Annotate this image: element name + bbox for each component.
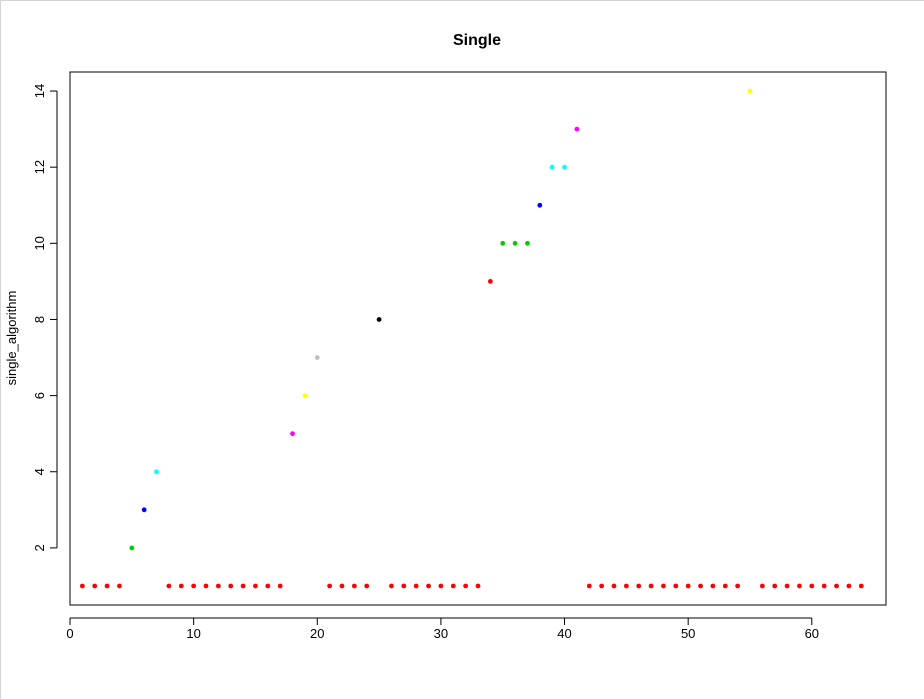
- data-point: [747, 88, 753, 94]
- y-tick-label: 12: [32, 160, 47, 174]
- data-point: [141, 507, 147, 513]
- data-point: [438, 583, 444, 589]
- data-point: [475, 583, 481, 589]
- y-axis-title: single_algorithm: [4, 291, 19, 386]
- data-point: [351, 583, 357, 589]
- x-tick-label: 10: [186, 626, 200, 641]
- x-tick-label: 0: [66, 626, 73, 641]
- x-tick-label: 60: [805, 626, 819, 641]
- data-point: [772, 583, 778, 589]
- data-point: [290, 431, 295, 437]
- data-point: [487, 278, 493, 284]
- data-point: [611, 583, 617, 589]
- data-point: [858, 583, 864, 589]
- data-point: [784, 583, 790, 589]
- data-point: [599, 583, 605, 589]
- data-point: [253, 583, 258, 589]
- data-point: [537, 202, 543, 208]
- chart-title: Single: [453, 32, 501, 49]
- data-point: [389, 583, 394, 589]
- y-tick-label: 6: [32, 392, 47, 399]
- data-point: [821, 583, 827, 589]
- data-point: [500, 240, 506, 246]
- data-point: [698, 583, 703, 589]
- plot-frame: [69, 71, 887, 606]
- y-tick-label: 8: [32, 316, 47, 323]
- data-point: [302, 393, 308, 399]
- data-point: [834, 583, 839, 589]
- data-point: [154, 469, 159, 475]
- data-point: [413, 583, 419, 589]
- data-point: [314, 355, 320, 360]
- data-point: [685, 583, 691, 589]
- data-point: [759, 583, 765, 589]
- data-point: [710, 583, 716, 589]
- data-point: [623, 583, 629, 589]
- data-point: [525, 240, 530, 246]
- data-point: [92, 583, 98, 589]
- data-point: [104, 583, 110, 589]
- data-point: [426, 583, 431, 589]
- data-point: [809, 583, 815, 589]
- data-point: [636, 583, 642, 589]
- x-tick-label: 40: [557, 626, 571, 641]
- data-point: [79, 583, 85, 589]
- data-point: [376, 317, 382, 322]
- data-point: [562, 164, 567, 170]
- data-point: [463, 583, 469, 589]
- data-point: [648, 583, 654, 589]
- data-point: [673, 583, 679, 589]
- data-point: [265, 583, 271, 589]
- data-point: [797, 583, 802, 589]
- data-points: [79, 88, 864, 589]
- y-tick-label: 2: [32, 544, 47, 551]
- data-point: [129, 545, 135, 551]
- y-tick-label: 10: [32, 236, 47, 250]
- data-point: [512, 240, 518, 246]
- data-point: [327, 583, 333, 589]
- y-tick-label: 4: [32, 468, 47, 475]
- data-point: [401, 583, 407, 589]
- data-point: [574, 126, 580, 132]
- data-point: [549, 164, 555, 170]
- data-point: [228, 583, 234, 589]
- data-point: [166, 583, 172, 589]
- x-tick-label: 30: [434, 626, 448, 641]
- data-point: [722, 583, 728, 589]
- y-axis: 2 4 6 8 10 12 14: [32, 84, 58, 552]
- data-point: [203, 583, 209, 589]
- data-point: [277, 583, 283, 589]
- data-point: [191, 583, 197, 589]
- x-tick-label: 20: [310, 626, 324, 641]
- data-point: [586, 583, 592, 589]
- data-point: [364, 583, 370, 589]
- data-point: [215, 583, 221, 589]
- y-tick-label: 14: [32, 84, 47, 98]
- data-point: [846, 583, 852, 589]
- data-point: [240, 583, 246, 589]
- data-point: [661, 583, 666, 589]
- x-tick-label: 50: [681, 626, 695, 641]
- data-point: [339, 583, 345, 589]
- x-axis: 0 10 20 30 40 50 60: [66, 617, 819, 641]
- data-point: [178, 583, 184, 589]
- data-point: [450, 583, 456, 589]
- data-point: [117, 583, 122, 589]
- data-point: [735, 583, 741, 589]
